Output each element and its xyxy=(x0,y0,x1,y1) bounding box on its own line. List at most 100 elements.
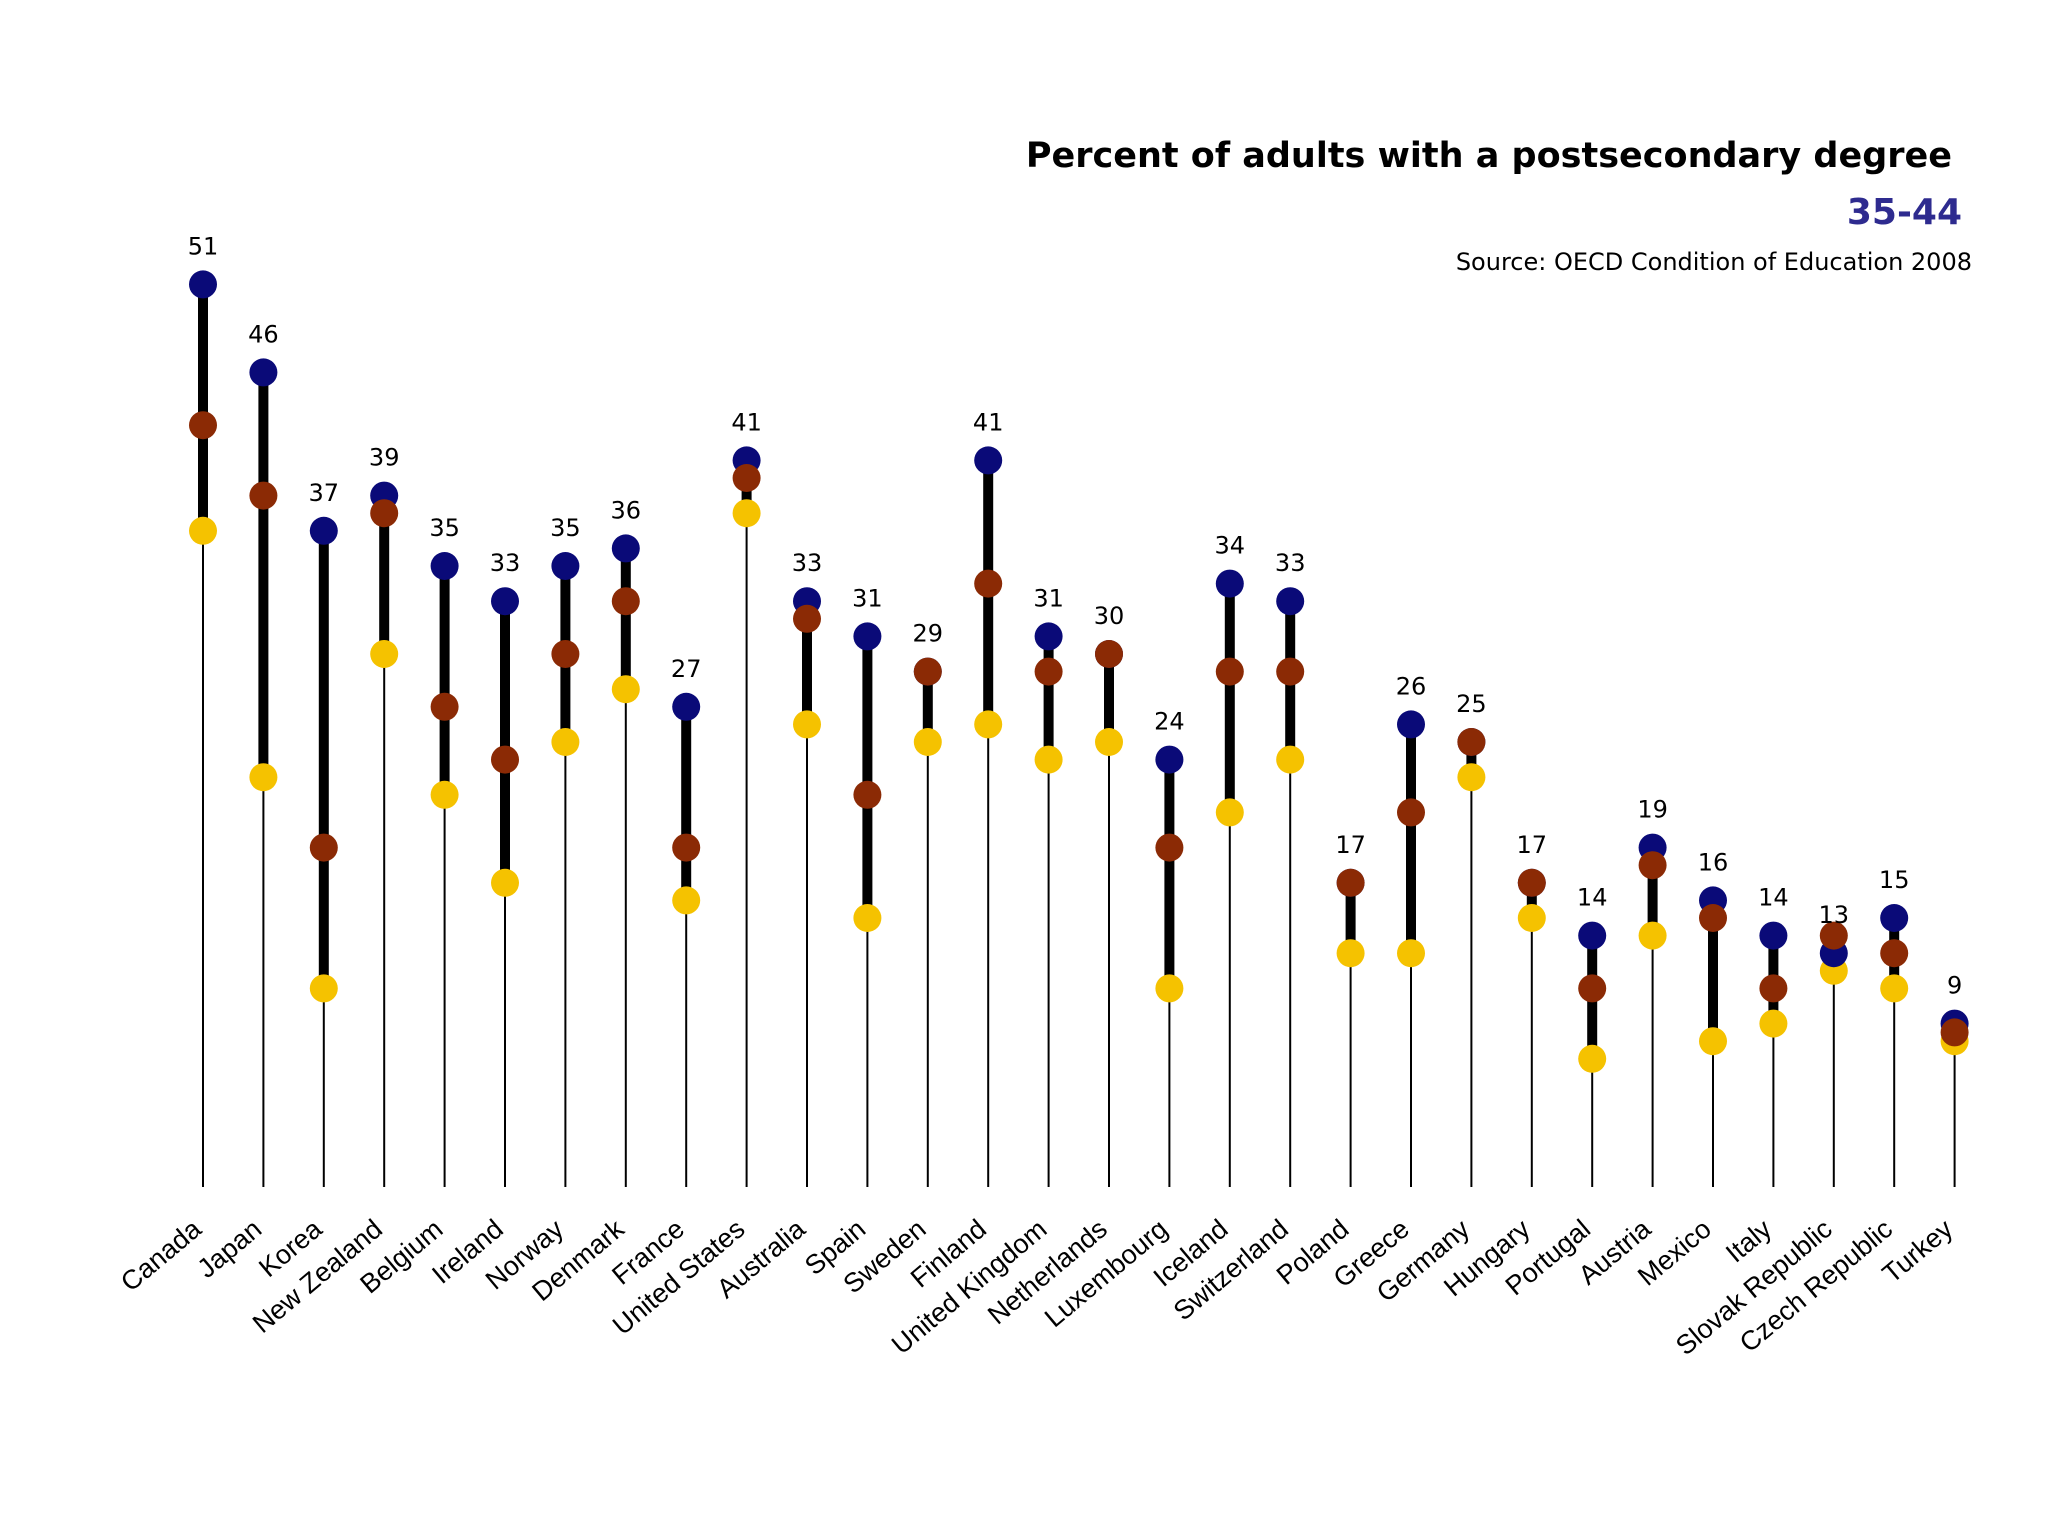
value-label: 24 xyxy=(1154,708,1185,736)
low-dot xyxy=(1397,939,1425,968)
age-35-44-dot xyxy=(974,446,1003,475)
low-dot xyxy=(189,516,217,545)
value-label: 35 xyxy=(429,514,460,542)
mid-dot xyxy=(1457,728,1486,756)
value-label: 13 xyxy=(1819,901,1850,929)
mid-dot xyxy=(370,499,399,528)
value-label: 36 xyxy=(611,496,642,524)
mid-dot xyxy=(1578,974,1607,1003)
low-dot xyxy=(1155,974,1184,1003)
low-dot xyxy=(491,868,519,897)
mid-dot xyxy=(853,780,882,809)
low-dot xyxy=(1517,904,1546,932)
value-label: 51 xyxy=(188,232,219,260)
age-35-44-dot xyxy=(1215,569,1244,598)
mid-dot xyxy=(491,745,519,774)
value-label: 30 xyxy=(1094,602,1125,630)
low-dot xyxy=(611,675,640,704)
value-label: 34 xyxy=(1215,532,1246,560)
mid-dot xyxy=(551,640,580,668)
mid-dot xyxy=(1095,640,1123,668)
low-dot xyxy=(672,886,701,915)
low-dot xyxy=(913,728,942,756)
mid-dot xyxy=(913,657,942,686)
mid-dot xyxy=(249,481,278,510)
category-label: Japan xyxy=(192,1214,268,1284)
mid-dot xyxy=(672,833,701,862)
age-35-44-dot xyxy=(611,534,640,563)
value-label: 41 xyxy=(973,408,1004,436)
value-label: 27 xyxy=(671,655,702,683)
low-dot xyxy=(1578,1044,1607,1073)
age-35-44-dot xyxy=(1759,921,1788,950)
value-label: 9 xyxy=(1947,972,1962,1000)
age-35-44-dot xyxy=(491,587,519,616)
value-label: 14 xyxy=(1758,884,1789,912)
mid-dot xyxy=(974,569,1003,598)
mid-dot xyxy=(1699,904,1727,932)
low-dot xyxy=(1699,1027,1727,1056)
age-35-44-dot xyxy=(249,358,278,387)
low-dot xyxy=(1638,921,1667,950)
value-label: 33 xyxy=(490,549,521,577)
low-dot xyxy=(430,780,459,809)
low-dot xyxy=(1034,745,1063,774)
mid-dot xyxy=(1819,921,1848,950)
age-35-44-dot xyxy=(1276,587,1305,616)
value-label: 17 xyxy=(1335,831,1366,859)
age-35-44-dot xyxy=(189,270,217,299)
age-35-44-dot xyxy=(1397,710,1425,739)
value-label: 25 xyxy=(1456,690,1487,718)
mid-dot xyxy=(1517,868,1546,897)
mid-dot xyxy=(189,411,217,440)
age-35-44-dot xyxy=(551,552,580,580)
mid-dot xyxy=(1759,974,1788,1003)
mid-dot xyxy=(1880,939,1909,968)
low-dot xyxy=(853,904,882,932)
category-label: Turkey xyxy=(1877,1213,1959,1289)
low-dot xyxy=(1276,745,1305,774)
value-label: 29 xyxy=(913,620,944,648)
mid-dot xyxy=(1638,851,1667,880)
age-35-44-dot xyxy=(672,692,701,721)
mid-dot xyxy=(1940,1018,1969,1047)
mid-dot xyxy=(309,833,338,862)
low-dot xyxy=(1336,939,1365,968)
mid-dot xyxy=(1397,798,1425,827)
low-dot xyxy=(249,763,278,792)
value-label: 39 xyxy=(369,444,400,472)
mid-dot xyxy=(1276,657,1305,686)
low-dot xyxy=(732,499,761,528)
mid-dot xyxy=(1215,657,1244,686)
mid-dot xyxy=(1034,657,1063,686)
chart-source: Source: OECD Condition of Education 2008 xyxy=(1455,248,1972,276)
value-label: 15 xyxy=(1879,866,1910,894)
value-label: 33 xyxy=(1275,549,1306,577)
mid-dot xyxy=(793,604,821,633)
mid-dot xyxy=(611,587,640,616)
low-dot xyxy=(1880,974,1909,1003)
value-label: 35 xyxy=(550,514,581,542)
mid-dot xyxy=(1155,833,1184,862)
age-35-44-dot xyxy=(853,622,882,651)
low-dot xyxy=(974,710,1003,739)
value-label: 31 xyxy=(852,584,883,612)
low-dot xyxy=(1215,798,1244,827)
mid-dot xyxy=(1336,868,1365,897)
age-35-44-dot xyxy=(1578,921,1607,950)
value-label: 19 xyxy=(1637,796,1668,824)
value-label: 31 xyxy=(1033,584,1064,612)
low-dot xyxy=(793,710,821,739)
value-label: 46 xyxy=(248,320,279,348)
value-label: 16 xyxy=(1698,848,1729,876)
low-dot xyxy=(551,728,580,756)
value-label: 17 xyxy=(1517,831,1548,859)
value-label: 14 xyxy=(1577,884,1608,912)
age-35-44-dot xyxy=(430,552,459,580)
mid-dot xyxy=(732,464,761,492)
age-35-44-dot xyxy=(1034,622,1063,651)
category-label: Canada xyxy=(115,1213,207,1297)
low-dot xyxy=(1457,763,1486,792)
low-dot xyxy=(370,640,399,668)
